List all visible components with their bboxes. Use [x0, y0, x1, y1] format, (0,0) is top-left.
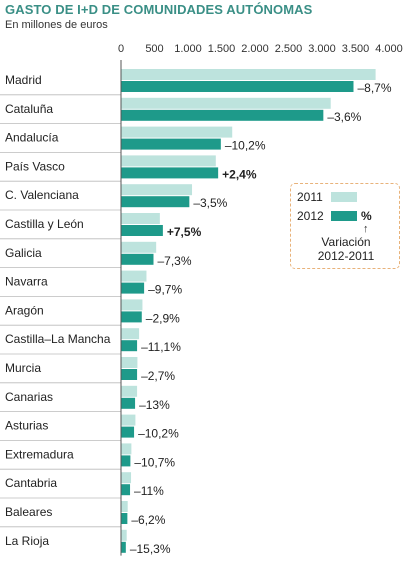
legend-note-line2: 2012-2011	[317, 249, 375, 263]
bar-2012	[121, 397, 136, 409]
legend: 2011 2012 % ↑ Variación 2012-2011	[290, 183, 400, 269]
variation-label: –2,7%	[141, 369, 175, 383]
x-tick-label: 2.000	[241, 43, 269, 55]
x-tick-label: 0	[118, 43, 124, 55]
x-tick-label: 4.000	[375, 43, 403, 55]
bar-2011	[121, 184, 193, 196]
variation-label: –13%	[139, 398, 170, 412]
bar-2012	[121, 541, 126, 553]
bar-2012	[121, 426, 135, 438]
category-label: Canarias	[5, 390, 53, 404]
chart-subtitle: En millones de euros	[5, 19, 108, 31]
category-label: Cantabria	[5, 476, 57, 490]
category-label: Cataluña	[5, 102, 53, 116]
variation-label: –11%	[134, 484, 164, 498]
bar-2011	[121, 443, 132, 455]
variation-label: –9,7%	[148, 283, 182, 297]
bar-2011	[121, 155, 216, 167]
category-label: Castilla y León	[5, 217, 84, 231]
variation-label: –6,2%	[131, 513, 165, 527]
bar-2012	[121, 225, 163, 236]
bar-2011	[121, 69, 376, 80]
category-label: Navarra	[5, 275, 48, 289]
bar-2011	[121, 529, 127, 541]
bar-2012	[121, 484, 131, 496]
chart-title: GASTO DE I+D DE COMUNIDADES AUTÓNOMAS	[5, 2, 313, 17]
bar-2012	[121, 369, 138, 380]
legend-swatch-2012	[331, 211, 357, 221]
category-label: País Vasco	[5, 159, 65, 173]
bar-2011	[121, 126, 233, 138]
bar-2012	[121, 167, 219, 179]
x-tick-label: 1.500	[208, 43, 236, 55]
bar-2011	[121, 270, 147, 282]
legend-percent-symbol: %	[361, 209, 372, 223]
bar-2011	[121, 357, 138, 368]
variation-label: –10,2%	[138, 427, 179, 441]
x-tick-label: 1.000	[174, 43, 202, 55]
bar-2012	[121, 311, 142, 323]
bar-2012	[121, 196, 190, 208]
category-label: Baleares	[5, 505, 52, 519]
bar-2011	[121, 328, 140, 340]
bar-2011	[121, 97, 331, 109]
bar-2012	[121, 81, 354, 92]
legend-note-line1: Variación	[321, 235, 371, 249]
variation-label: +7,5%	[167, 225, 202, 239]
category-label: Andalucía	[5, 131, 59, 145]
variation-label: –3,5%	[193, 196, 227, 210]
bar-2011	[121, 472, 132, 484]
x-tick-label: 3.000	[308, 43, 336, 55]
variation-label: +2,4%	[222, 167, 257, 181]
legend-swatch-2011	[331, 192, 357, 202]
variation-label: –15,3%	[130, 542, 171, 556]
legend-label-2012: 2012	[297, 209, 324, 223]
bar-2011	[121, 241, 157, 253]
category-label: La Rioja	[5, 534, 49, 548]
category-label: Castilla–La Mancha	[5, 332, 111, 346]
legend-note: Variación 2012-2011	[291, 235, 401, 263]
x-tick-label: 2.500	[275, 43, 303, 55]
bar-2011	[121, 501, 128, 512]
variation-label: –3,6%	[327, 110, 361, 124]
bar-2012	[121, 109, 324, 121]
category-label: Murcia	[5, 361, 41, 375]
bar-2012	[121, 513, 128, 524]
bar-2011	[121, 213, 160, 224]
category-label: C. Valenciana	[5, 188, 79, 202]
bar-2011	[121, 385, 138, 397]
x-tick-label: 3.500	[342, 43, 370, 55]
x-tick-label: 500	[145, 43, 163, 55]
bar-2012	[121, 253, 154, 265]
category-label: Extremadura	[5, 447, 74, 461]
category-label: Asturias	[5, 419, 48, 433]
bar-2011	[121, 299, 143, 311]
variation-label: –10,2%	[225, 139, 266, 153]
category-label: Madrid	[5, 73, 42, 87]
variation-label: –2,9%	[146, 311, 180, 325]
variation-label: –11,1%	[141, 340, 181, 354]
variation-label: –7,3%	[157, 254, 191, 268]
bar-2011	[121, 414, 136, 426]
bar-2012	[121, 138, 221, 150]
legend-label-2011: 2011	[297, 190, 323, 204]
bar-2012	[121, 340, 138, 352]
variation-label: –8,7%	[357, 81, 391, 95]
bar-2012	[121, 455, 131, 467]
variation-label: –10,7%	[134, 455, 175, 469]
category-label: Aragón	[5, 303, 44, 317]
legend-arrow-icon: ↑	[363, 223, 369, 235]
category-label: Galicia	[5, 246, 42, 260]
bar-2012	[121, 282, 145, 294]
